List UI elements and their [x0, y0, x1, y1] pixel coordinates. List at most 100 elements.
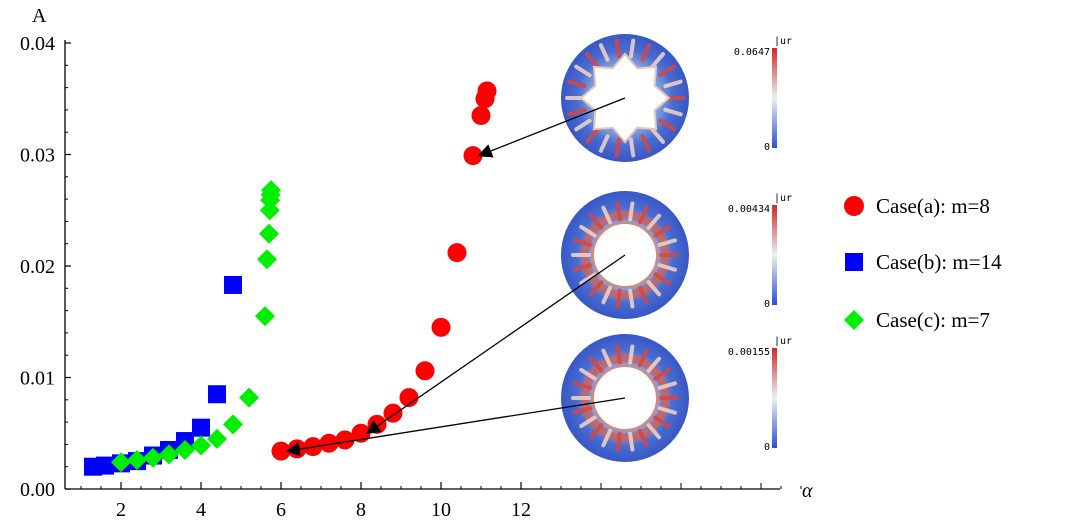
series-diamond [111, 180, 281, 473]
inset-petal [598, 134, 610, 153]
data-point [255, 306, 275, 327]
inset-petal [574, 118, 592, 132]
colorbar-max-label: 0.00434 [728, 204, 770, 215]
series-circle [271, 81, 497, 461]
x-tick-label: 2 [116, 499, 126, 521]
inset-petal [588, 280, 604, 297]
inset-petal [658, 64, 676, 78]
colorbar [772, 48, 777, 148]
legend-marker [845, 253, 863, 271]
inset-arrow [365, 254, 626, 435]
y-tick-label: 0.01 [20, 368, 55, 390]
inset-petal [601, 428, 613, 448]
data-point [319, 433, 339, 453]
inset-petal [614, 38, 622, 59]
inset-petal [614, 137, 622, 158]
y-tick-label: 0.03 [20, 145, 55, 167]
legend: Case(a): m=8 Case(b): m=14 Case(c): m=7 [844, 194, 1002, 332]
inset-petal [628, 38, 636, 59]
axes: 0.00 0.01 0.02 0.03 0.04 2 4 6 8 10 12 A α [20, 5, 813, 521]
data-point [143, 447, 163, 468]
inset-petal [573, 381, 593, 390]
data-point [415, 361, 435, 381]
data-point [224, 275, 242, 294]
legend-label: Case(b): m=14 [876, 250, 1002, 274]
data-point [351, 423, 371, 443]
colorbar-title: |ur [774, 336, 792, 347]
x-tick-label: 10 [431, 499, 451, 521]
inset-petal [658, 118, 676, 132]
legend-label: Case(c): m=7 [876, 308, 990, 332]
colorbar-title: |ur [774, 193, 792, 204]
inset-petal [646, 280, 662, 297]
inset-arrow [285, 397, 626, 457]
data-point [127, 450, 147, 471]
y-axis-label: A [32, 5, 47, 27]
inset-petal [579, 367, 597, 381]
inset-petal [588, 423, 604, 440]
x-ticks: 2 4 6 8 10 12 [80, 482, 802, 521]
data-point [192, 418, 210, 437]
inset-petal [615, 288, 622, 309]
inset-petal [573, 406, 593, 415]
inset-contour-plot: |ur 0.00434 0 [561, 191, 792, 319]
inset-petal [573, 263, 593, 272]
data-point [431, 317, 451, 337]
series-layer [84, 81, 497, 476]
inset-petal [657, 381, 677, 390]
legend-label: Case(a): m=8 [876, 194, 990, 218]
inset-petal [646, 213, 662, 230]
inset-petal [657, 238, 677, 247]
inset-petal [567, 107, 587, 117]
x-tick-label: 4 [196, 499, 206, 521]
data-point [447, 243, 467, 263]
inset-petal [588, 213, 604, 230]
x-axis-label: α [802, 480, 813, 502]
inset-petal [637, 348, 649, 368]
inset-petal [637, 205, 649, 225]
inset-petal [646, 356, 662, 373]
colorbar [772, 205, 777, 305]
x-tick-label: 8 [356, 499, 366, 521]
y-tick-label: 0.00 [20, 479, 55, 501]
inset-petal [598, 43, 610, 62]
data-point [208, 385, 226, 404]
inset-petal [567, 79, 587, 89]
colorbar [772, 348, 777, 448]
inset-petal [601, 205, 613, 225]
colorbar-min-label: 0 [764, 142, 770, 153]
inset-petal [579, 272, 597, 286]
inset-contour-plot: |ur 0.0647 0 [561, 34, 792, 162]
x-tick-label: 6 [276, 499, 286, 521]
data-point [261, 180, 281, 201]
legend-item: Case(c): m=7 [844, 308, 990, 332]
data-point [223, 414, 243, 435]
inset-petal [657, 263, 677, 272]
inset-petal [653, 272, 671, 286]
data-point [111, 452, 131, 473]
inset-petal [628, 344, 635, 365]
inset-petal [657, 406, 677, 415]
inset-petal [601, 348, 613, 368]
colorbar-max-label: 0.00155 [728, 347, 770, 358]
insets: |ur 0.0647 0 |ur 0.00434 0 |ur 0.00155 0 [561, 34, 792, 462]
inset-petal [637, 285, 649, 305]
legend-marker [844, 196, 864, 216]
inset-petal [585, 127, 600, 144]
inset-petal [653, 224, 671, 238]
legend-marker [844, 310, 864, 330]
y-tick-label: 0.02 [20, 256, 55, 278]
inset-petal [628, 431, 635, 452]
data-point [207, 428, 227, 449]
inset-petal [640, 43, 652, 62]
data-point [335, 430, 355, 450]
data-point [191, 435, 211, 456]
inset-petal [574, 64, 592, 78]
inset-petal [615, 344, 622, 365]
inset-petal [579, 224, 597, 238]
inset-petal [646, 423, 662, 440]
inset-petal [663, 79, 683, 89]
legend-item: Case(a): m=8 [844, 194, 990, 218]
inset-petal [637, 428, 649, 448]
